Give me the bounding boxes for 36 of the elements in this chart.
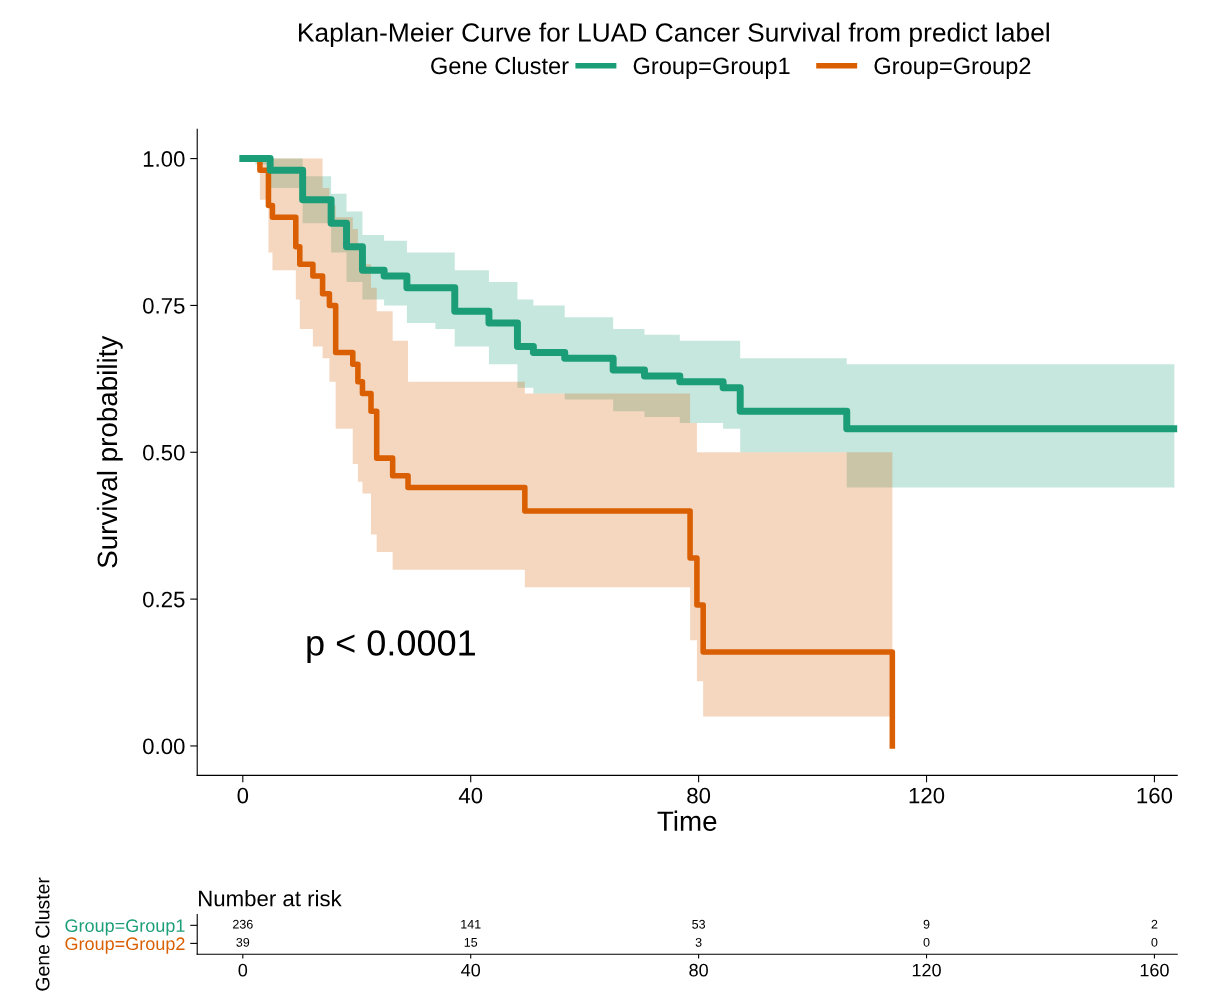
x-axis-title: Time: [657, 810, 717, 832]
annotation: p < 0.0001: [307, 630, 475, 663]
legend-title: Gene Cluster: [431, 56, 569, 75]
y-axis-title: Gene Cluster: [35, 877, 50, 991]
x-tick-label: 40: [461, 963, 481, 977]
y-tick-label: 0.00: [143, 738, 185, 755]
data-label: 0: [1151, 937, 1158, 947]
data-label: 39: [236, 937, 250, 947]
y-axis-title: Survival probability: [96, 335, 123, 568]
y-tick-label: 1.00: [143, 151, 185, 167]
data-label: 236: [233, 919, 253, 929]
y-tick-label: Group=Group1: [65, 919, 185, 936]
legend-label: Group=Group2: [874, 57, 1031, 79]
x-tick-label: 120: [912, 963, 941, 977]
x-tick-label: 80: [689, 963, 708, 977]
chart-title: Number at risk: [199, 890, 342, 907]
data-label: 3: [695, 937, 702, 947]
data-label: 15: [464, 938, 478, 947]
x-tick-label: 160: [1140, 963, 1169, 977]
y-tick-label: Group=Group2: [65, 937, 185, 954]
x-tick-label: 0: [237, 787, 249, 804]
x-tick-label: 40: [458, 787, 483, 804]
x-tick-label: 160: [1137, 787, 1173, 804]
y-tick-label: 0.25: [143, 591, 185, 608]
x-tick-label: 0: [238, 963, 248, 977]
x-tick-label: 80: [687, 787, 711, 804]
data-label: 53: [692, 919, 706, 929]
x-tick-label: 120: [909, 787, 945, 804]
data-label: 0: [923, 937, 930, 947]
y-tick-label: 0.75: [143, 297, 185, 314]
legend-label: Group=Group1: [633, 57, 790, 79]
data-label: 9: [923, 919, 930, 929]
data-label: 141: [461, 919, 481, 929]
chart-title: Kaplan-Meier Curve for LUAD Cancer Survival from predict label: [299, 22, 1049, 48]
y-tick-label: 0.50: [143, 444, 185, 461]
data-label: 2: [1151, 919, 1158, 929]
